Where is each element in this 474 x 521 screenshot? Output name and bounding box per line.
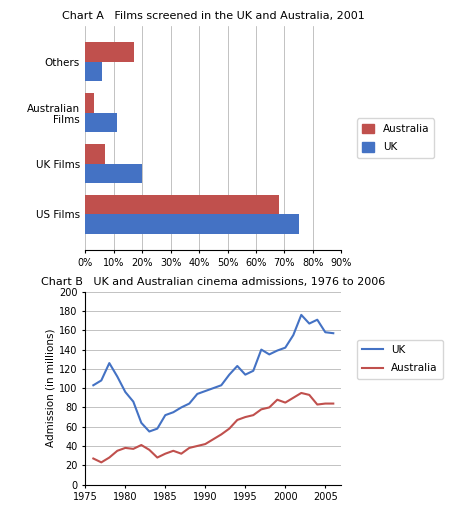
Title: Chart A   Films screened in the UK and Australia, 2001: Chart A Films screened in the UK and Aus… [62,11,365,21]
UK [194,391,200,397]
UK [283,344,288,351]
Australia [274,396,280,403]
Australia [179,451,184,457]
UK [122,389,128,395]
UK [314,317,320,323]
UK [210,385,216,391]
Australia [235,417,240,423]
Australia [306,392,312,398]
UK [171,409,176,415]
Australia [266,404,272,411]
Australia [250,412,256,418]
UK [186,401,192,407]
Bar [85,195,279,215]
UK [138,420,144,426]
Bar [85,113,117,132]
Line: UK: UK [93,315,333,431]
UK [146,428,152,435]
Australia [283,400,288,406]
Australia [130,446,136,452]
Australia [138,442,144,448]
UK [115,374,120,380]
Title: Chart B   UK and Australian cinema admissions, 1976 to 2006: Chart B UK and Australian cinema admissi… [41,277,385,287]
Australia [107,454,112,461]
Australia [171,448,176,454]
Legend: Australia, UK: Australia, UK [357,118,435,158]
Australia [243,414,248,420]
Line: Australia: Australia [93,393,333,462]
Australia [210,436,216,442]
Australia [322,401,328,407]
UK [243,371,248,378]
UK [163,412,168,418]
Australia [194,443,200,449]
Australia [202,441,208,447]
UK [107,360,112,366]
Bar [85,144,105,164]
Australia [115,448,120,454]
UK [227,371,232,378]
Australia [330,401,336,407]
Bar [85,215,299,234]
Australia [99,459,104,465]
Australia [122,445,128,451]
Australia [186,445,192,451]
UK [219,382,224,388]
UK [258,346,264,353]
UK [250,368,256,374]
UK [274,348,280,354]
Y-axis label: Admission (in millions): Admission (in millions) [45,329,55,448]
UK [179,404,184,411]
Australia [299,390,304,396]
UK [130,399,136,405]
UK [91,382,96,388]
UK [99,377,104,383]
Australia [314,401,320,407]
UK [322,329,328,336]
UK [266,351,272,357]
UK [306,320,312,327]
UK [330,330,336,337]
Bar [85,42,134,61]
Bar [85,61,102,81]
Legend: UK, Australia: UK, Australia [357,340,443,379]
UK [202,388,208,394]
Australia [146,446,152,453]
Australia [227,426,232,432]
UK [155,426,160,432]
Australia [163,451,168,457]
Australia [291,395,296,401]
Australia [219,431,224,438]
Bar [85,93,94,113]
UK [299,312,304,318]
UK [291,332,296,338]
UK [235,363,240,369]
Bar [85,164,142,183]
Australia [91,455,96,462]
Australia [155,454,160,461]
Australia [258,406,264,413]
